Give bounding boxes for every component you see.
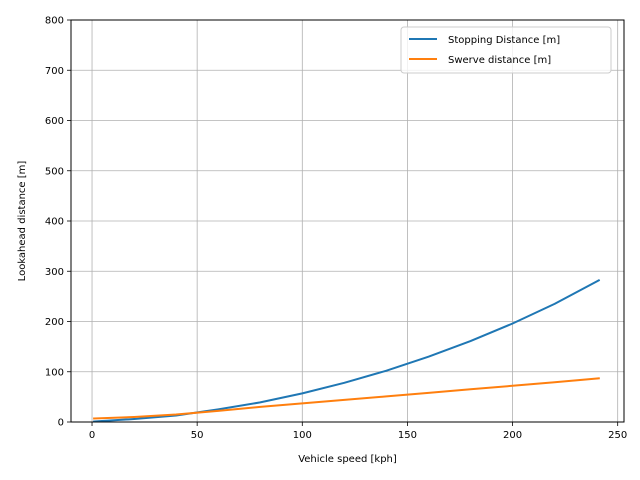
y-tick-label: 300 [45, 267, 64, 278]
x-tick-label: 200 [503, 430, 522, 441]
x-tick-label: 150 [398, 430, 417, 441]
x-axis-ticks: 0 50 100 150 200 250 [89, 422, 627, 441]
x-tick-label: 100 [293, 430, 312, 441]
y-tick-label: 600 [45, 116, 64, 127]
y-tick-label: 100 [45, 367, 64, 378]
y-axis-label: Lookahead distance [m] [17, 161, 28, 282]
legend-box [400, 26, 612, 74]
x-tick-label: 250 [608, 430, 627, 441]
legend: Stopping Distance [m] Swerve distance [m] [400, 26, 612, 74]
x-axis-label: Vehicle speed [kph] [298, 454, 397, 465]
y-tick-label: 500 [45, 166, 64, 177]
series-lines [93, 278, 601, 423]
legend-label: Stopping Distance [m] [448, 35, 560, 46]
legend-label: Swerve distance [m] [448, 55, 551, 66]
y-tick-label: 400 [45, 217, 64, 228]
y-axis-ticks: 0 100 200 300 400 500 600 700 800 [45, 16, 71, 429]
y-tick-label: 0 [58, 418, 64, 429]
x-tick-label: 50 [191, 430, 204, 441]
x-tick-label: 0 [89, 430, 95, 441]
y-tick-label: 200 [45, 317, 64, 328]
y-tick-label: 800 [45, 16, 64, 27]
y-tick-label: 700 [45, 66, 64, 77]
series-line-2 [93, 377, 600, 420]
